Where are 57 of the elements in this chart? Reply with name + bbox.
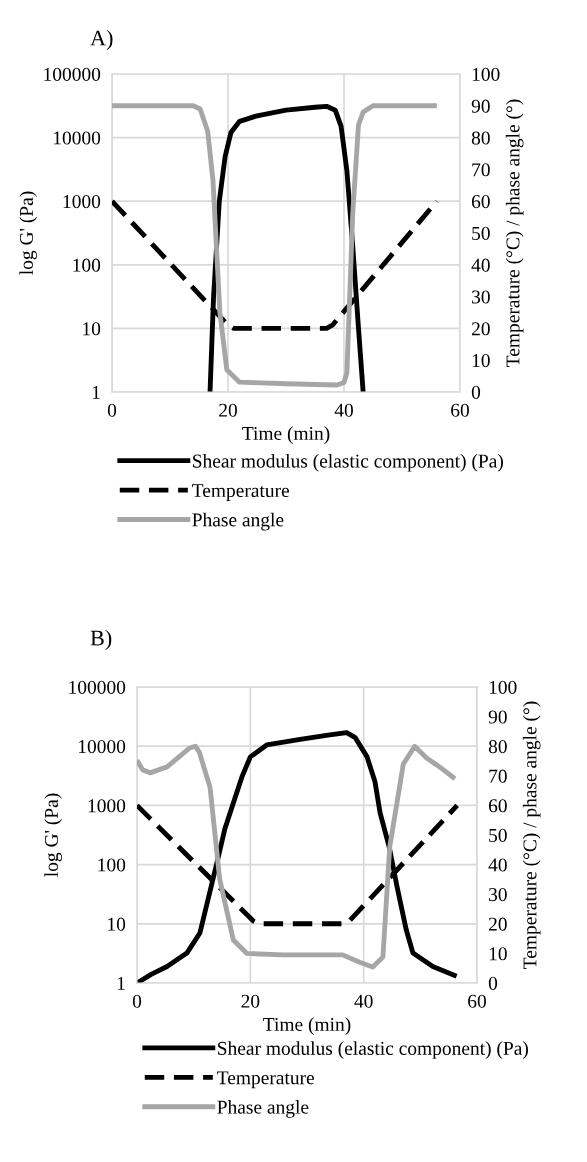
- x-tick-label: 20: [219, 403, 237, 417]
- y-tick-label: 10000: [53, 131, 101, 145]
- y2-axis-title: Temperature (°C) / phase angle (°): [505, 99, 524, 367]
- y2-tick-label: 30: [472, 290, 490, 304]
- y2-tick-label: 40: [488, 858, 507, 872]
- y-tick-label: 100: [73, 258, 101, 272]
- x-tick-label: 40: [334, 403, 353, 417]
- y2-tick-label: 20: [488, 917, 507, 931]
- y2-tick-label: 60: [488, 799, 507, 813]
- x-axis-title: Time (min): [263, 1017, 351, 1035]
- x-tick-label: 60: [468, 994, 486, 1008]
- y2-tick-label: 90: [488, 710, 507, 724]
- y-tick-label: 1000: [88, 799, 126, 813]
- legend-label: Shear modulus (elastic component) (Pa): [193, 453, 503, 472]
- y2-tick-label: 50: [489, 828, 507, 842]
- legend-label: Temperature: [192, 484, 290, 502]
- y2-tick-label: 70: [472, 163, 490, 177]
- y2-tick-label: 10: [472, 354, 490, 368]
- y2-tick-label: 90: [471, 99, 490, 113]
- legend-label: Phase angle: [192, 512, 284, 531]
- y2-tick-label: 40: [471, 258, 490, 272]
- y2-tick-label: 0: [488, 976, 498, 990]
- y-tick-label: 1: [117, 976, 125, 990]
- y2-tick-label: 50: [472, 226, 490, 240]
- y2-tick-label: 100: [489, 680, 517, 694]
- y2-tick-label: 80: [471, 131, 490, 145]
- x-tick-label: 20: [241, 994, 260, 1008]
- y-tick-label: 100000: [44, 67, 101, 81]
- y2-tick-label: 100: [472, 67, 500, 81]
- y2-tick-label: 80: [488, 740, 507, 754]
- y-axis-title: log G' (Pa): [19, 191, 37, 275]
- y-tick-label: 100000: [69, 680, 126, 694]
- y2-tick-label: 70: [489, 769, 507, 783]
- legend-label: Temperature: [217, 1071, 315, 1089]
- y2-tick-label: 60: [471, 195, 490, 209]
- chart-title: B): [90, 629, 112, 651]
- y2-tick-label: 20: [471, 322, 490, 336]
- y2-tick-label: 10: [489, 947, 507, 961]
- y-tick-label: 10000: [78, 740, 126, 754]
- legend-label: Phase angle: [217, 1100, 309, 1118]
- y-tick-label: 100: [98, 858, 126, 872]
- x-tick-label: 60: [451, 403, 469, 417]
- x-axis-title: Time (min): [242, 426, 330, 444]
- y-tick-label: 10: [108, 917, 126, 931]
- x-tick-label: 0: [132, 994, 142, 1008]
- y2-tick-label: 0: [471, 385, 481, 399]
- y-axis-title: log G' (Pa): [44, 793, 62, 877]
- chart-title: A): [90, 29, 113, 51]
- x-tick-label: 0: [107, 403, 117, 417]
- legend-label: Shear modulus (elastic component) (Pa): [218, 1041, 528, 1059]
- y-tick-label: 1: [92, 385, 100, 399]
- y2-axis-title: Temperature (°C) / phase angle (°): [522, 701, 541, 969]
- y2-tick-label: 30: [489, 888, 507, 902]
- x-tick-label: 40: [354, 994, 373, 1008]
- y-tick-label: 10: [83, 322, 101, 336]
- line-series: [112, 103, 440, 388]
- y-tick-label: 1000: [63, 195, 101, 209]
